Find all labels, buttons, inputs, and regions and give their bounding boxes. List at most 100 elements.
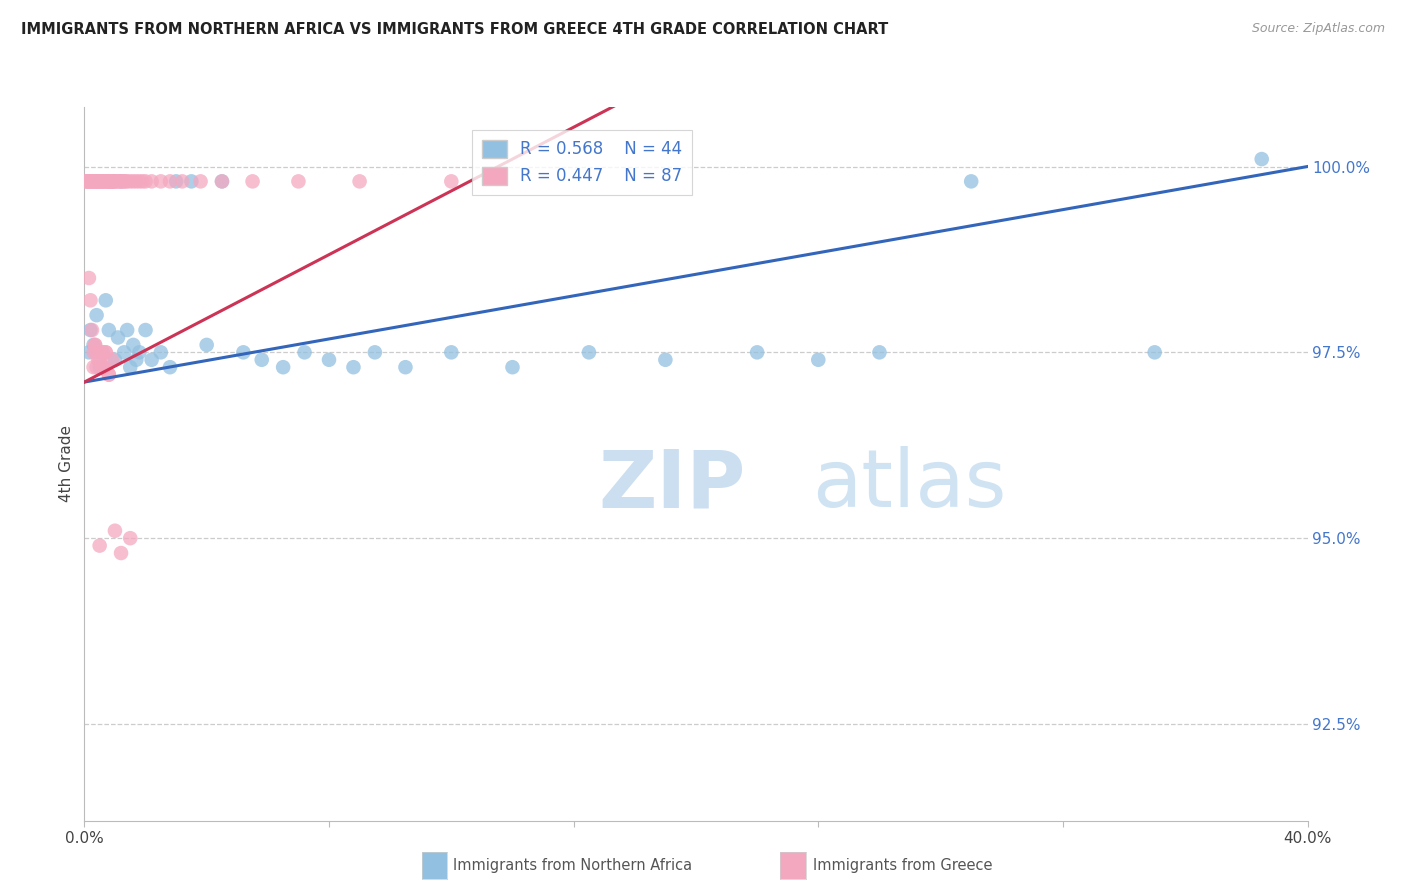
Point xyxy=(91,345,114,359)
Point xyxy=(83,360,105,375)
Point xyxy=(111,174,134,188)
Point xyxy=(75,174,97,188)
Point xyxy=(87,174,110,188)
Point xyxy=(94,293,117,308)
Point xyxy=(89,345,111,359)
Point xyxy=(94,345,117,359)
Point xyxy=(84,338,107,352)
Point xyxy=(101,174,124,188)
Text: IMMIGRANTS FROM NORTHERN AFRICA VS IMMIGRANTS FROM GREECE 4TH GRADE CORRELATION : IMMIGRANTS FROM NORTHERN AFRICA VS IMMIG… xyxy=(21,22,889,37)
Point xyxy=(104,352,127,367)
Point xyxy=(83,338,105,352)
Point xyxy=(318,352,340,367)
Point xyxy=(364,345,387,359)
Point xyxy=(232,345,254,359)
Point xyxy=(79,323,101,337)
Point xyxy=(86,345,108,359)
Point xyxy=(101,174,124,188)
Point xyxy=(80,323,103,337)
Point xyxy=(91,174,114,188)
Point xyxy=(115,174,138,188)
Point xyxy=(394,360,416,375)
Point xyxy=(91,174,114,188)
Point xyxy=(112,345,135,359)
Point xyxy=(159,174,181,188)
Point xyxy=(80,174,103,188)
Point xyxy=(89,539,111,553)
Point xyxy=(90,174,112,188)
Point xyxy=(172,174,194,188)
Point xyxy=(165,174,187,188)
Point xyxy=(112,174,135,188)
Point xyxy=(90,345,112,359)
Point xyxy=(654,352,676,367)
Point xyxy=(349,174,371,188)
Point xyxy=(89,360,111,375)
Point xyxy=(120,531,142,545)
Point xyxy=(76,174,98,188)
Point xyxy=(79,293,101,308)
Point xyxy=(98,174,121,188)
Point xyxy=(84,174,107,188)
Point xyxy=(135,174,157,188)
Point xyxy=(80,174,103,188)
Point xyxy=(128,345,150,359)
Point xyxy=(93,174,115,188)
Point xyxy=(271,360,294,375)
Point xyxy=(1250,152,1272,166)
Point xyxy=(103,174,125,188)
Point xyxy=(125,174,148,188)
Point xyxy=(86,174,108,188)
Point xyxy=(195,338,218,352)
Point xyxy=(120,174,142,188)
Point xyxy=(131,174,153,188)
Point xyxy=(100,174,122,188)
Text: Immigrants from Northern Africa: Immigrants from Northern Africa xyxy=(453,858,692,872)
Point xyxy=(87,174,110,188)
Point xyxy=(77,174,100,188)
Point xyxy=(107,174,129,188)
Point xyxy=(294,345,316,359)
Point xyxy=(141,174,163,188)
Point xyxy=(97,368,120,382)
Point xyxy=(91,174,114,188)
Point xyxy=(96,174,118,188)
Point xyxy=(747,345,769,359)
Point xyxy=(94,345,117,359)
Point xyxy=(87,352,110,367)
Point xyxy=(807,352,830,367)
Point xyxy=(869,345,891,359)
Point xyxy=(440,345,463,359)
Y-axis label: 4th Grade: 4th Grade xyxy=(59,425,75,502)
Text: Source: ZipAtlas.com: Source: ZipAtlas.com xyxy=(1251,22,1385,36)
Point xyxy=(342,360,364,375)
Point xyxy=(79,174,101,188)
Point xyxy=(89,174,111,188)
Point xyxy=(84,174,107,188)
Point xyxy=(110,546,132,560)
Point xyxy=(93,360,115,375)
Point xyxy=(122,174,145,188)
Point xyxy=(83,174,105,188)
Point xyxy=(83,345,105,359)
Point xyxy=(211,174,233,188)
Point xyxy=(960,174,983,188)
Point xyxy=(110,174,132,188)
Point xyxy=(128,174,150,188)
Point xyxy=(94,174,117,188)
Point xyxy=(98,174,121,188)
Point xyxy=(502,360,524,375)
Point xyxy=(77,345,100,359)
Point xyxy=(149,345,172,359)
Point xyxy=(120,360,142,375)
Point xyxy=(104,524,127,538)
Point xyxy=(84,338,107,352)
Legend: R = 0.568    N = 44, R = 0.447    N = 87: R = 0.568 N = 44, R = 0.447 N = 87 xyxy=(472,129,692,195)
Point xyxy=(107,330,129,344)
Point xyxy=(83,174,105,188)
Point xyxy=(440,174,463,188)
Point xyxy=(86,360,108,375)
Point xyxy=(180,174,202,188)
Point xyxy=(104,174,127,188)
Point xyxy=(97,174,120,188)
